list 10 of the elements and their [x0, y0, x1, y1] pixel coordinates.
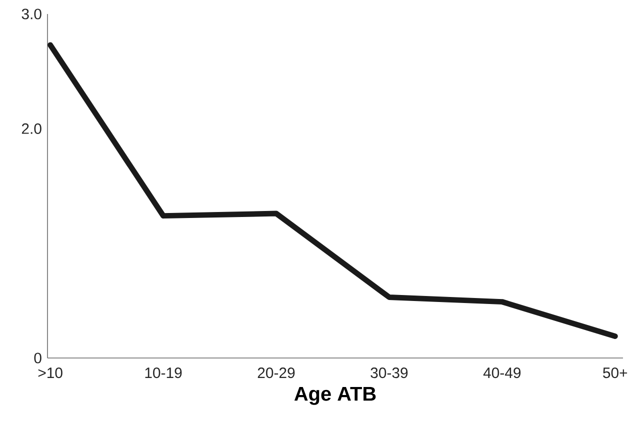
x-tick-label: 10-19: [145, 368, 182, 378]
x-tick-label: >10: [38, 368, 62, 378]
y-tick-label: 3.0: [22, 8, 42, 20]
x-tick-label: 50+: [603, 368, 628, 378]
y-tick-label: 0: [34, 352, 42, 364]
y-tick-label: 2.0: [22, 123, 42, 134]
x-tick-label: 30-39: [370, 368, 408, 378]
x-axis-title: Age ATB: [294, 386, 376, 405]
x-tick-label: 40-49: [483, 368, 521, 378]
x-tick-label: 20-29: [258, 368, 295, 378]
